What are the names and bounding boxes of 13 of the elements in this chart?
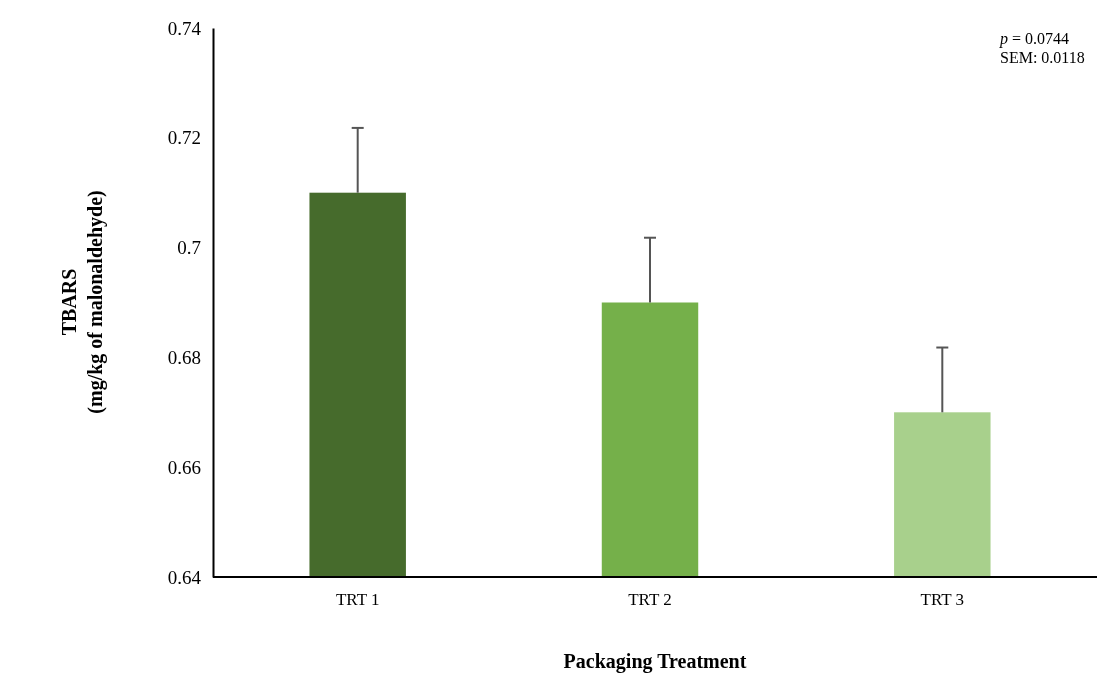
x-tick-label: TRT 3 <box>920 590 965 610</box>
annotation: SEM: 0.0118 <box>1000 49 1085 66</box>
x-tick-label: TRT 2 <box>628 590 672 610</box>
x-tick-label: TRT 1 <box>335 590 380 610</box>
y-tick-label: 0.68 <box>167 346 201 368</box>
y-tick-label: 0.66 <box>167 456 201 478</box>
annotation: p = 0.0744 <box>999 30 1070 48</box>
x-axis-title: Packaging Treatment <box>563 650 747 673</box>
y-tick-label: 0.7 <box>177 237 201 259</box>
y-axis-title: TBARS (mg/kg of malonaldehyde) <box>58 190 107 414</box>
y-tick-label: 0.64 <box>167 566 202 588</box>
y-tick-label: 0.72 <box>167 127 201 149</box>
y-tick-label: 0.74 <box>167 17 202 39</box>
